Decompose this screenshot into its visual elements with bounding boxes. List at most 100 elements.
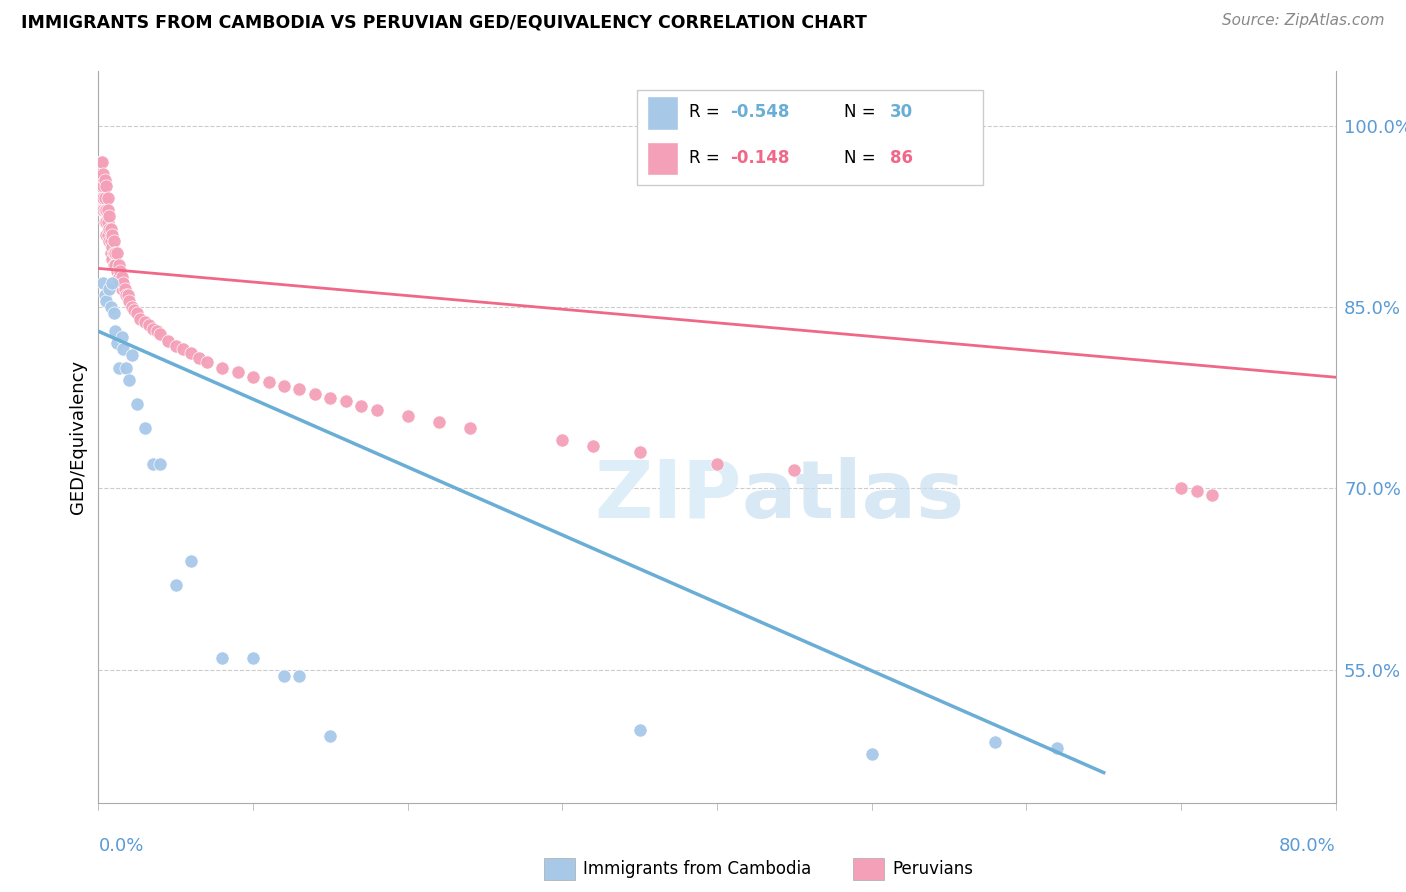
Point xyxy=(108,276,131,290)
Point xyxy=(211,650,233,665)
Point xyxy=(273,669,295,683)
Point xyxy=(97,203,120,218)
Point xyxy=(165,339,187,353)
Point xyxy=(101,227,124,242)
Point xyxy=(89,155,111,169)
Point xyxy=(98,282,121,296)
Point xyxy=(100,234,122,248)
Point xyxy=(104,245,127,260)
Point xyxy=(104,258,127,272)
Point xyxy=(103,306,125,320)
Point xyxy=(103,245,125,260)
Point xyxy=(304,387,326,401)
Point xyxy=(319,391,342,405)
Point xyxy=(96,179,118,194)
Point xyxy=(195,354,218,368)
Point xyxy=(427,415,450,429)
Point xyxy=(105,245,128,260)
Point xyxy=(121,349,143,363)
Point xyxy=(108,264,131,278)
Point xyxy=(114,282,136,296)
Point xyxy=(91,203,114,218)
Point xyxy=(112,343,135,357)
Point xyxy=(91,167,114,181)
Point xyxy=(127,306,149,320)
Point xyxy=(100,300,122,314)
Point xyxy=(582,439,605,453)
Point xyxy=(100,221,122,235)
Point xyxy=(107,269,129,284)
Text: ZIP: ZIP xyxy=(595,457,742,534)
Point xyxy=(350,399,373,413)
Point xyxy=(149,326,172,341)
Point xyxy=(107,258,129,272)
Point xyxy=(93,288,115,302)
Point xyxy=(101,240,124,254)
Point xyxy=(458,421,481,435)
Point xyxy=(211,360,233,375)
Point xyxy=(628,723,651,738)
Point xyxy=(96,203,118,218)
Point xyxy=(107,360,129,375)
Point xyxy=(157,334,180,348)
Point xyxy=(141,457,165,471)
Point xyxy=(96,294,118,309)
Text: 0.0%: 0.0% xyxy=(98,837,143,855)
Text: Peruvians: Peruvians xyxy=(893,860,974,878)
Point xyxy=(98,210,121,224)
Point xyxy=(257,375,280,389)
Point xyxy=(98,234,121,248)
Point xyxy=(122,302,145,317)
Point xyxy=(111,269,132,284)
Point xyxy=(288,382,311,396)
Point xyxy=(111,330,132,344)
Point xyxy=(319,729,342,743)
Point xyxy=(242,650,264,665)
Bar xyxy=(853,858,884,880)
Point xyxy=(118,373,141,387)
Point xyxy=(105,336,128,351)
Point xyxy=(89,191,111,205)
Point xyxy=(783,463,806,477)
Point xyxy=(335,394,357,409)
Point xyxy=(93,191,115,205)
Point xyxy=(165,578,187,592)
Point xyxy=(188,351,211,365)
Text: Source: ZipAtlas.com: Source: ZipAtlas.com xyxy=(1222,13,1385,29)
Point xyxy=(91,191,114,205)
Point xyxy=(98,221,121,235)
Point xyxy=(97,227,120,242)
Point xyxy=(242,370,264,384)
Point xyxy=(91,179,114,194)
Point xyxy=(90,191,112,205)
Point xyxy=(115,288,138,302)
Point xyxy=(1201,487,1223,501)
Point xyxy=(96,227,118,242)
Point xyxy=(138,318,160,333)
Point xyxy=(90,155,112,169)
Point xyxy=(101,252,124,266)
Point xyxy=(111,282,132,296)
Point xyxy=(134,421,156,435)
Point xyxy=(115,360,138,375)
Point xyxy=(129,312,152,326)
Point xyxy=(1185,483,1208,498)
Text: 80.0%: 80.0% xyxy=(1279,837,1336,855)
Point xyxy=(172,343,194,357)
Point xyxy=(366,403,388,417)
Text: atlas: atlas xyxy=(742,457,965,534)
Point xyxy=(100,245,122,260)
Point xyxy=(860,747,883,762)
Text: Immigrants from Cambodia: Immigrants from Cambodia xyxy=(583,860,811,878)
Point xyxy=(90,203,112,218)
Point xyxy=(226,365,249,379)
Point xyxy=(90,173,112,187)
Point xyxy=(134,315,156,329)
Point xyxy=(104,324,127,338)
Point xyxy=(141,322,165,336)
Bar xyxy=(544,858,575,880)
Point xyxy=(112,276,135,290)
Point xyxy=(97,215,120,229)
Point xyxy=(146,324,169,338)
Point xyxy=(118,294,141,309)
